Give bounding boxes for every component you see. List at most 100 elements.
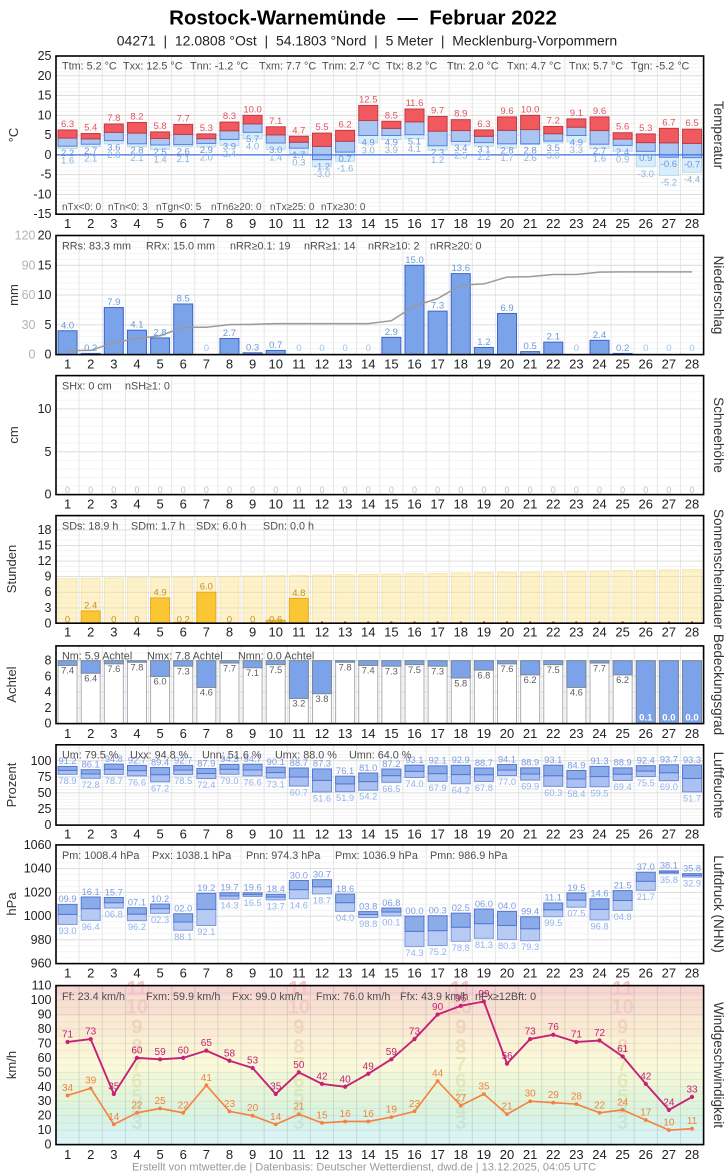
svg-text:9: 9	[249, 625, 256, 640]
svg-text:0: 0	[458, 485, 463, 495]
svg-text:0.5: 0.5	[524, 341, 537, 352]
svg-text:4: 4	[455, 1100, 467, 1122]
svg-text:0: 0	[45, 148, 52, 162]
svg-text:3: 3	[110, 356, 117, 371]
svg-text:24: 24	[592, 726, 606, 741]
svg-text:2.1: 2.1	[130, 153, 143, 164]
svg-text:6: 6	[131, 1071, 142, 1093]
svg-text:26: 26	[639, 216, 653, 231]
svg-text:SHx: 0 cm: SHx: 0 cm	[62, 381, 112, 393]
svg-text:20: 20	[500, 216, 514, 231]
svg-text:76.6: 76.6	[128, 777, 146, 787]
svg-text:6.2: 6.2	[339, 119, 352, 130]
svg-text:°C: °C	[6, 128, 21, 143]
svg-text:3: 3	[617, 1112, 628, 1134]
svg-text:11: 11	[292, 497, 306, 512]
svg-text:18.7: 18.7	[313, 895, 331, 905]
svg-text:23: 23	[569, 965, 583, 980]
svg-text:8: 8	[226, 1147, 233, 1162]
svg-text:Ttn: 2.0 °C: Ttn: 2.0 °C	[447, 61, 499, 73]
svg-text:21: 21	[523, 625, 537, 640]
svg-text:9.7: 9.7	[431, 106, 444, 117]
svg-text:6.2: 6.2	[524, 675, 537, 685]
svg-text:1.4: 1.4	[153, 154, 166, 165]
svg-text:14: 14	[361, 965, 375, 980]
svg-text:7.7: 7.7	[593, 663, 606, 673]
svg-text:9: 9	[249, 965, 256, 980]
svg-text:76.6: 76.6	[244, 777, 262, 787]
svg-text:1: 1	[64, 356, 71, 371]
svg-text:60: 60	[178, 1045, 190, 1056]
svg-text:2: 2	[87, 497, 94, 512]
svg-text:27: 27	[662, 216, 676, 231]
svg-text:03.8: 03.8	[359, 901, 377, 911]
svg-text:7.8: 7.8	[339, 663, 352, 673]
svg-text:9: 9	[249, 356, 256, 371]
svg-text:21: 21	[293, 1102, 305, 1113]
svg-text:3.6: 3.6	[107, 142, 120, 153]
svg-text:0: 0	[620, 485, 625, 495]
svg-text:5: 5	[156, 726, 163, 741]
svg-text:30: 30	[525, 1089, 537, 1100]
svg-text:9: 9	[455, 1017, 466, 1039]
svg-text:13: 13	[338, 216, 352, 231]
svg-text:1.2: 1.2	[477, 337, 490, 348]
svg-text:07.5: 07.5	[567, 909, 585, 919]
svg-text:8.3: 8.3	[223, 111, 236, 122]
svg-text:76.1: 76.1	[336, 766, 354, 776]
svg-text:2.8: 2.8	[130, 146, 143, 157]
svg-text:9: 9	[249, 1147, 256, 1162]
svg-text:15: 15	[384, 216, 398, 231]
svg-text:mm: mm	[6, 284, 21, 306]
svg-text:18: 18	[38, 523, 52, 537]
svg-text:Umn: 64.0 %: Umn: 64.0 %	[349, 750, 412, 762]
svg-text:8: 8	[226, 625, 233, 640]
svg-text:5: 5	[617, 1086, 628, 1108]
svg-text:39: 39	[85, 1076, 97, 1087]
svg-text:19.7: 19.7	[220, 883, 238, 893]
svg-text:88.7: 88.7	[475, 758, 493, 768]
svg-text:5: 5	[293, 1086, 304, 1108]
svg-text:3: 3	[110, 826, 117, 841]
svg-text:6: 6	[180, 216, 187, 231]
svg-text:RRx: 15.0 mm: RRx: 15.0 mm	[146, 241, 215, 253]
svg-text:0.0: 0.0	[685, 713, 698, 724]
svg-text:1: 1	[64, 726, 71, 741]
svg-text:15: 15	[384, 726, 398, 741]
svg-text:1020: 1020	[24, 885, 52, 899]
svg-text:0: 0	[45, 1138, 52, 1152]
svg-text:Tnm: 2.7 °C: Tnm: 2.7 °C	[322, 61, 380, 73]
svg-text:5.8: 5.8	[153, 121, 166, 132]
svg-text:16: 16	[363, 1109, 375, 1120]
svg-text:21: 21	[523, 726, 537, 741]
svg-text:1.6: 1.6	[593, 154, 606, 165]
svg-text:0: 0	[45, 818, 52, 832]
svg-text:22: 22	[131, 1100, 143, 1111]
svg-text:0: 0	[204, 343, 209, 354]
svg-text:16: 16	[407, 497, 421, 512]
svg-text:5: 5	[156, 1147, 163, 1162]
svg-text:7.7: 7.7	[177, 113, 190, 124]
svg-text:18: 18	[454, 216, 468, 231]
svg-text:6.7: 6.7	[662, 117, 675, 128]
svg-text:0: 0	[45, 488, 52, 502]
svg-text:32.9: 32.9	[683, 879, 701, 889]
svg-text:10: 10	[268, 216, 282, 231]
svg-text:23: 23	[569, 497, 583, 512]
svg-text:19: 19	[477, 497, 491, 512]
svg-text:60.3: 60.3	[544, 788, 562, 798]
svg-text:nTx≥30: 0: nTx≥30: 0	[321, 202, 366, 213]
svg-text:28: 28	[685, 497, 699, 512]
svg-text:19: 19	[477, 625, 491, 640]
svg-text:73: 73	[409, 1027, 421, 1038]
svg-text:0: 0	[88, 485, 93, 495]
svg-text:5.3: 5.3	[200, 123, 213, 134]
svg-text:0: 0	[389, 485, 394, 495]
svg-text:98.8: 98.8	[359, 919, 377, 929]
svg-text:96.4: 96.4	[82, 922, 100, 932]
svg-text:8: 8	[45, 654, 52, 668]
svg-text:Umx: 88.0 %: Umx: 88.0 %	[275, 750, 337, 762]
svg-text:17: 17	[640, 1108, 652, 1119]
svg-text:6.3: 6.3	[61, 119, 74, 130]
svg-text:2.2: 2.2	[61, 148, 74, 159]
